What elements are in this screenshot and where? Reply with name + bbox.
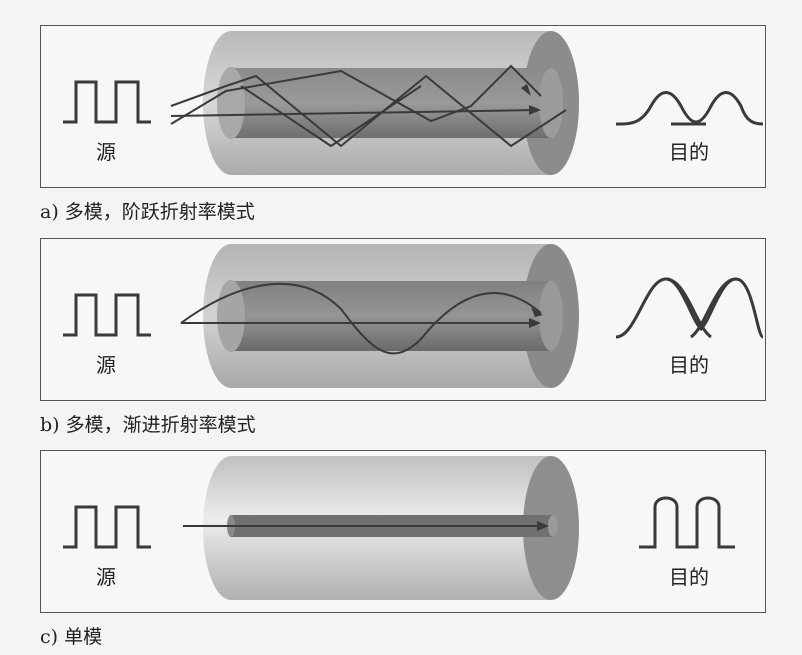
fiber-diagram-c: [63, 456, 735, 600]
fiber-diagram-b: [63, 244, 765, 388]
destination-pulse: [615, 277, 765, 339]
destination-label: 目的: [669, 140, 709, 164]
source-pulse: [63, 293, 151, 337]
source-pulse: [63, 505, 151, 549]
source-pulse: [63, 80, 151, 124]
caption-b: b) 多模，渐进折射率模式: [40, 414, 256, 436]
source-label: 源: [96, 353, 116, 377]
source-label: 源: [96, 140, 116, 164]
destination-label: 目的: [669, 353, 709, 377]
arrowhead: [537, 521, 549, 531]
destination-pulse: [615, 91, 764, 126]
caption-c: c) 单模: [40, 626, 103, 648]
light-rays: [170, 64, 567, 148]
arrowhead: [529, 105, 541, 115]
fiber-core: [219, 281, 563, 351]
panel-single-mode: 源 目的: [40, 450, 766, 613]
panel-multimode-graded-index: 源 目的: [40, 238, 766, 401]
fiber-diagram-a: [63, 31, 764, 175]
arrowhead: [529, 318, 541, 328]
panel-multimode-step-index: 源 目的: [40, 25, 766, 188]
light-rays: [180, 282, 542, 355]
source-label: 源: [96, 565, 116, 589]
fiber-core: [219, 68, 563, 138]
destination-label: 目的: [669, 565, 709, 589]
destination-pulse: [639, 496, 735, 549]
caption-a: a) 多模，阶跃折射率模式: [40, 201, 255, 223]
